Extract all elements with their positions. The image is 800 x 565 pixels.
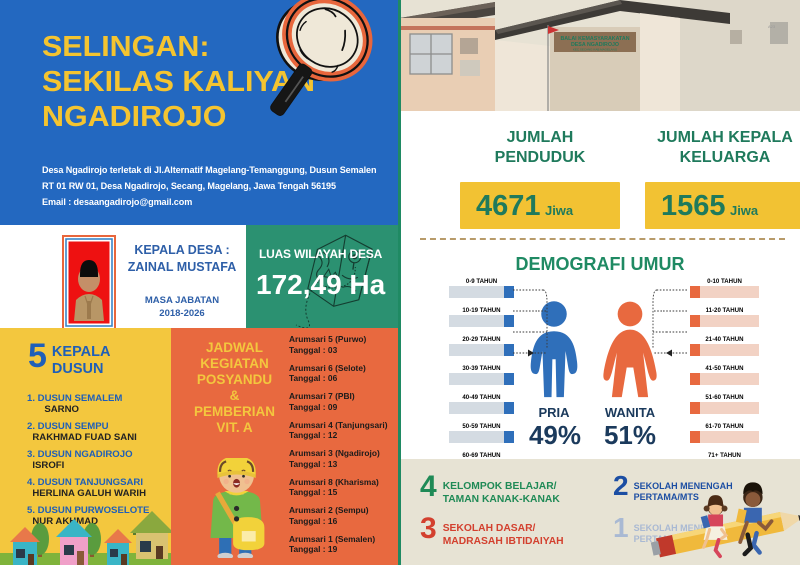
svg-text:KEC.SECANG KAB.MAGELANG: KEC.SECANG KAB.MAGELANG bbox=[573, 48, 618, 52]
svg-text:A23: A23 bbox=[768, 24, 776, 29]
